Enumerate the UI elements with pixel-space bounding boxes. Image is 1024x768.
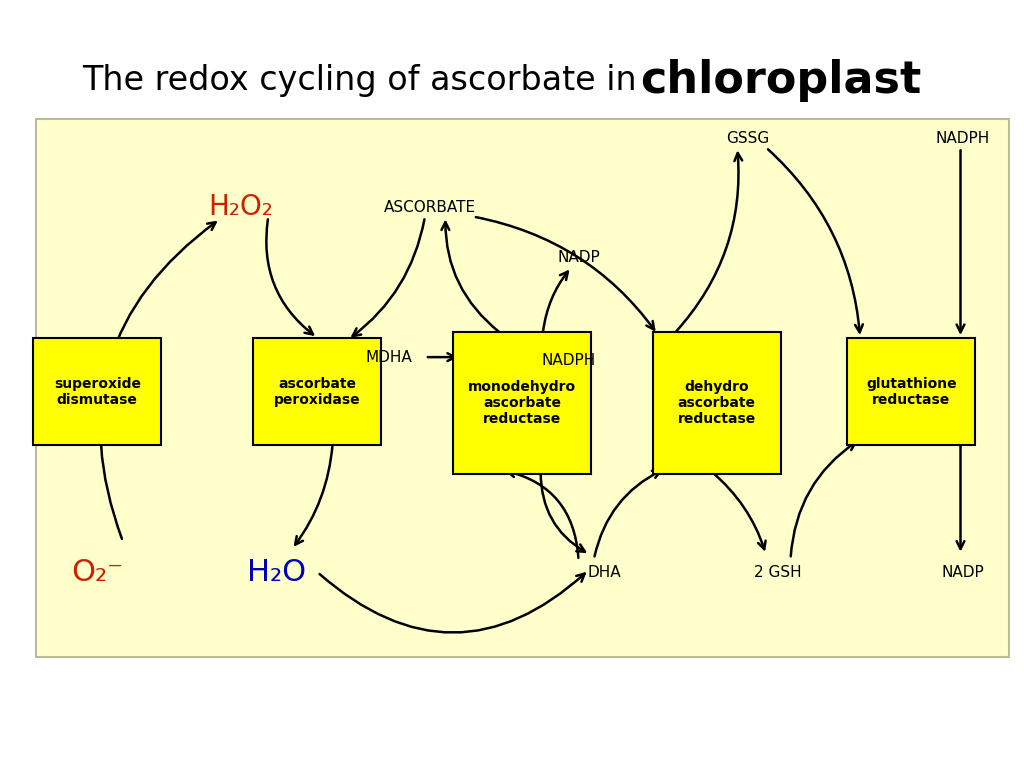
Text: dehydro
ascorbate
reductase: dehydro ascorbate reductase bbox=[678, 380, 756, 426]
Text: NADP: NADP bbox=[557, 250, 600, 265]
Text: monodehydro
ascorbate
reductase: monodehydro ascorbate reductase bbox=[468, 380, 577, 426]
Text: glutathione
reductase: glutathione reductase bbox=[866, 376, 956, 407]
Text: GSSG: GSSG bbox=[726, 131, 769, 146]
Text: DHA: DHA bbox=[588, 564, 621, 580]
FancyBboxPatch shape bbox=[653, 333, 780, 475]
Text: NADPH: NADPH bbox=[542, 353, 595, 369]
Text: MDHA: MDHA bbox=[366, 349, 413, 365]
Text: chloroplast: chloroplast bbox=[640, 59, 922, 102]
Text: NADPH: NADPH bbox=[936, 131, 989, 146]
Text: The redox cycling of ascorbate in: The redox cycling of ascorbate in bbox=[82, 65, 647, 97]
Text: H₂O₂: H₂O₂ bbox=[208, 194, 273, 221]
Text: NADP: NADP bbox=[941, 564, 984, 580]
Text: superoxide
dismutase: superoxide dismutase bbox=[54, 376, 140, 407]
FancyBboxPatch shape bbox=[453, 333, 592, 475]
FancyBboxPatch shape bbox=[254, 338, 381, 445]
Text: O₂⁻: O₂⁻ bbox=[72, 558, 123, 587]
Text: H₂O: H₂O bbox=[247, 558, 306, 587]
FancyBboxPatch shape bbox=[848, 338, 975, 445]
Text: ASCORBATE: ASCORBATE bbox=[384, 200, 476, 215]
FancyBboxPatch shape bbox=[36, 119, 1009, 657]
Text: ascorbate
peroxidase: ascorbate peroxidase bbox=[274, 376, 360, 407]
Text: 2 GSH: 2 GSH bbox=[755, 564, 802, 580]
FancyBboxPatch shape bbox=[33, 338, 162, 445]
